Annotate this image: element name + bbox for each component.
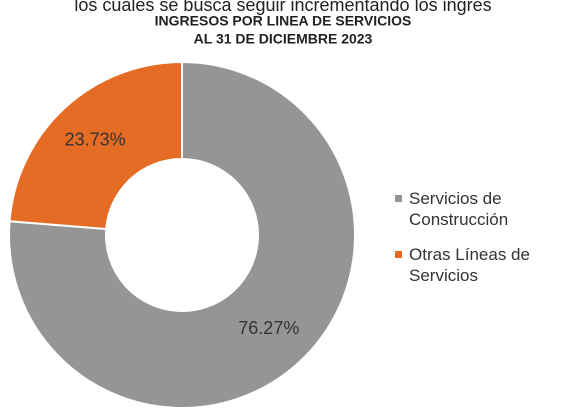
donut-slice — [8, 60, 183, 231]
legend-item: Servicios de Construcción — [395, 188, 560, 230]
clipped-text: los cuales se busca seguir incrementando… — [74, 0, 491, 15]
legend: Servicios de Construcción Otras Líneas de… — [395, 188, 560, 300]
donut-slice — [8, 60, 356, 408]
legend-swatch — [395, 195, 402, 202]
data-label: 23.73% — [65, 130, 126, 150]
legend-label: Otras Líneas de Servicios — [409, 245, 530, 285]
chart-subtitle: AL 31 DE DICIEMBRE 2023 — [194, 31, 373, 47]
legend-item: Otras Líneas de Servicios — [395, 244, 560, 286]
chart-title: INGRESOS POR LINEA DE SERVICIOS — [155, 13, 412, 29]
legend-label: Servicios de Construcción — [409, 189, 509, 229]
legend-swatch — [395, 251, 402, 258]
data-label: 76.27% — [238, 318, 299, 338]
